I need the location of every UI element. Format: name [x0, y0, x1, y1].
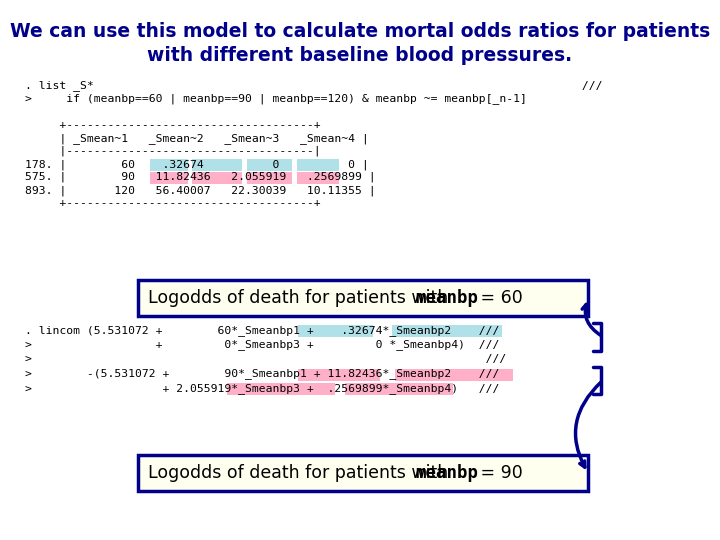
- Text: meanbp: meanbp: [415, 464, 478, 482]
- Text: >     if (meanbp==60 | meanbp==90 | meanbp==120) & meanbp ~= meanbp[_n-1]: > if (meanbp==60 | meanbp==90 | meanbp==…: [25, 93, 527, 104]
- Text: >        -(5.531072 +        90*_Smeanbp1 + 11.82436*_Smeanbp2    ///: > -(5.531072 + 90*_Smeanbp1 + 11.82436*_…: [25, 368, 500, 380]
- Text: . lincom (5.531072 +        60*_Smeanbp1 +    .32674*_Smeanbp2    ///: . lincom (5.531072 + 60*_Smeanbp1 + .326…: [25, 325, 500, 336]
- Bar: [395, 368, 513, 381]
- Text: +------------------------------------+: +------------------------------------+: [25, 120, 320, 130]
- Bar: [298, 368, 380, 381]
- Text: |------------------------------------|: |------------------------------------|: [25, 146, 320, 157]
- Text: +------------------------------------+: +------------------------------------+: [25, 198, 320, 208]
- Text: = 90: = 90: [475, 464, 523, 482]
- Text: >                   + 2.055919*_Smeanbp3 +  .2569899*_Smeanbp4)   ///: > + 2.055919*_Smeanbp3 + .2569899*_Smean…: [25, 383, 500, 394]
- Text: >                  +         0*_Smeanbp3 +         0 *_Smeanbp4)  ///: > + 0*_Smeanbp3 + 0 *_Smeanbp4) ///: [25, 340, 500, 350]
- Bar: [150, 172, 188, 184]
- Bar: [247, 159, 292, 171]
- Text: . list _S*                                                                      : . list _S*: [25, 80, 603, 91]
- Bar: [298, 325, 373, 337]
- Bar: [345, 383, 453, 395]
- Bar: [138, 455, 588, 491]
- Text: | _Smean~1   _Smean~2   _Smean~3   _Smean~4 |: | _Smean~1 _Smean~2 _Smean~3 _Smean~4 |: [25, 133, 369, 144]
- Text: with different baseline blood pressures.: with different baseline blood pressures.: [148, 46, 572, 65]
- Bar: [227, 383, 335, 395]
- Bar: [297, 159, 339, 171]
- Bar: [247, 172, 292, 184]
- Bar: [297, 172, 339, 184]
- Text: We can use this model to calculate mortal odds ratios for patients: We can use this model to calculate morta…: [10, 22, 710, 41]
- Text: 893. |       120   56.40007   22.30039   10.11355 |: 893. | 120 56.40007 22.30039 10.11355 |: [25, 185, 376, 195]
- Bar: [392, 325, 502, 337]
- Bar: [192, 172, 242, 184]
- Text: = 60: = 60: [475, 289, 523, 307]
- Bar: [192, 159, 242, 171]
- Bar: [138, 280, 588, 316]
- Text: >                                                                  ///: > ///: [25, 354, 506, 364]
- Text: 575. |        90   11.82436   2.055919   .2569899 |: 575. | 90 11.82436 2.055919 .2569899 |: [25, 172, 376, 183]
- Text: Logodds of death for patients with: Logodds of death for patients with: [148, 464, 454, 482]
- Text: Logodds of death for patients with: Logodds of death for patients with: [148, 289, 454, 307]
- Bar: [150, 159, 188, 171]
- Text: 178. |        60    .32674          0          0 |: 178. | 60 .32674 0 0 |: [25, 159, 369, 170]
- Text: meanbp: meanbp: [415, 289, 478, 307]
